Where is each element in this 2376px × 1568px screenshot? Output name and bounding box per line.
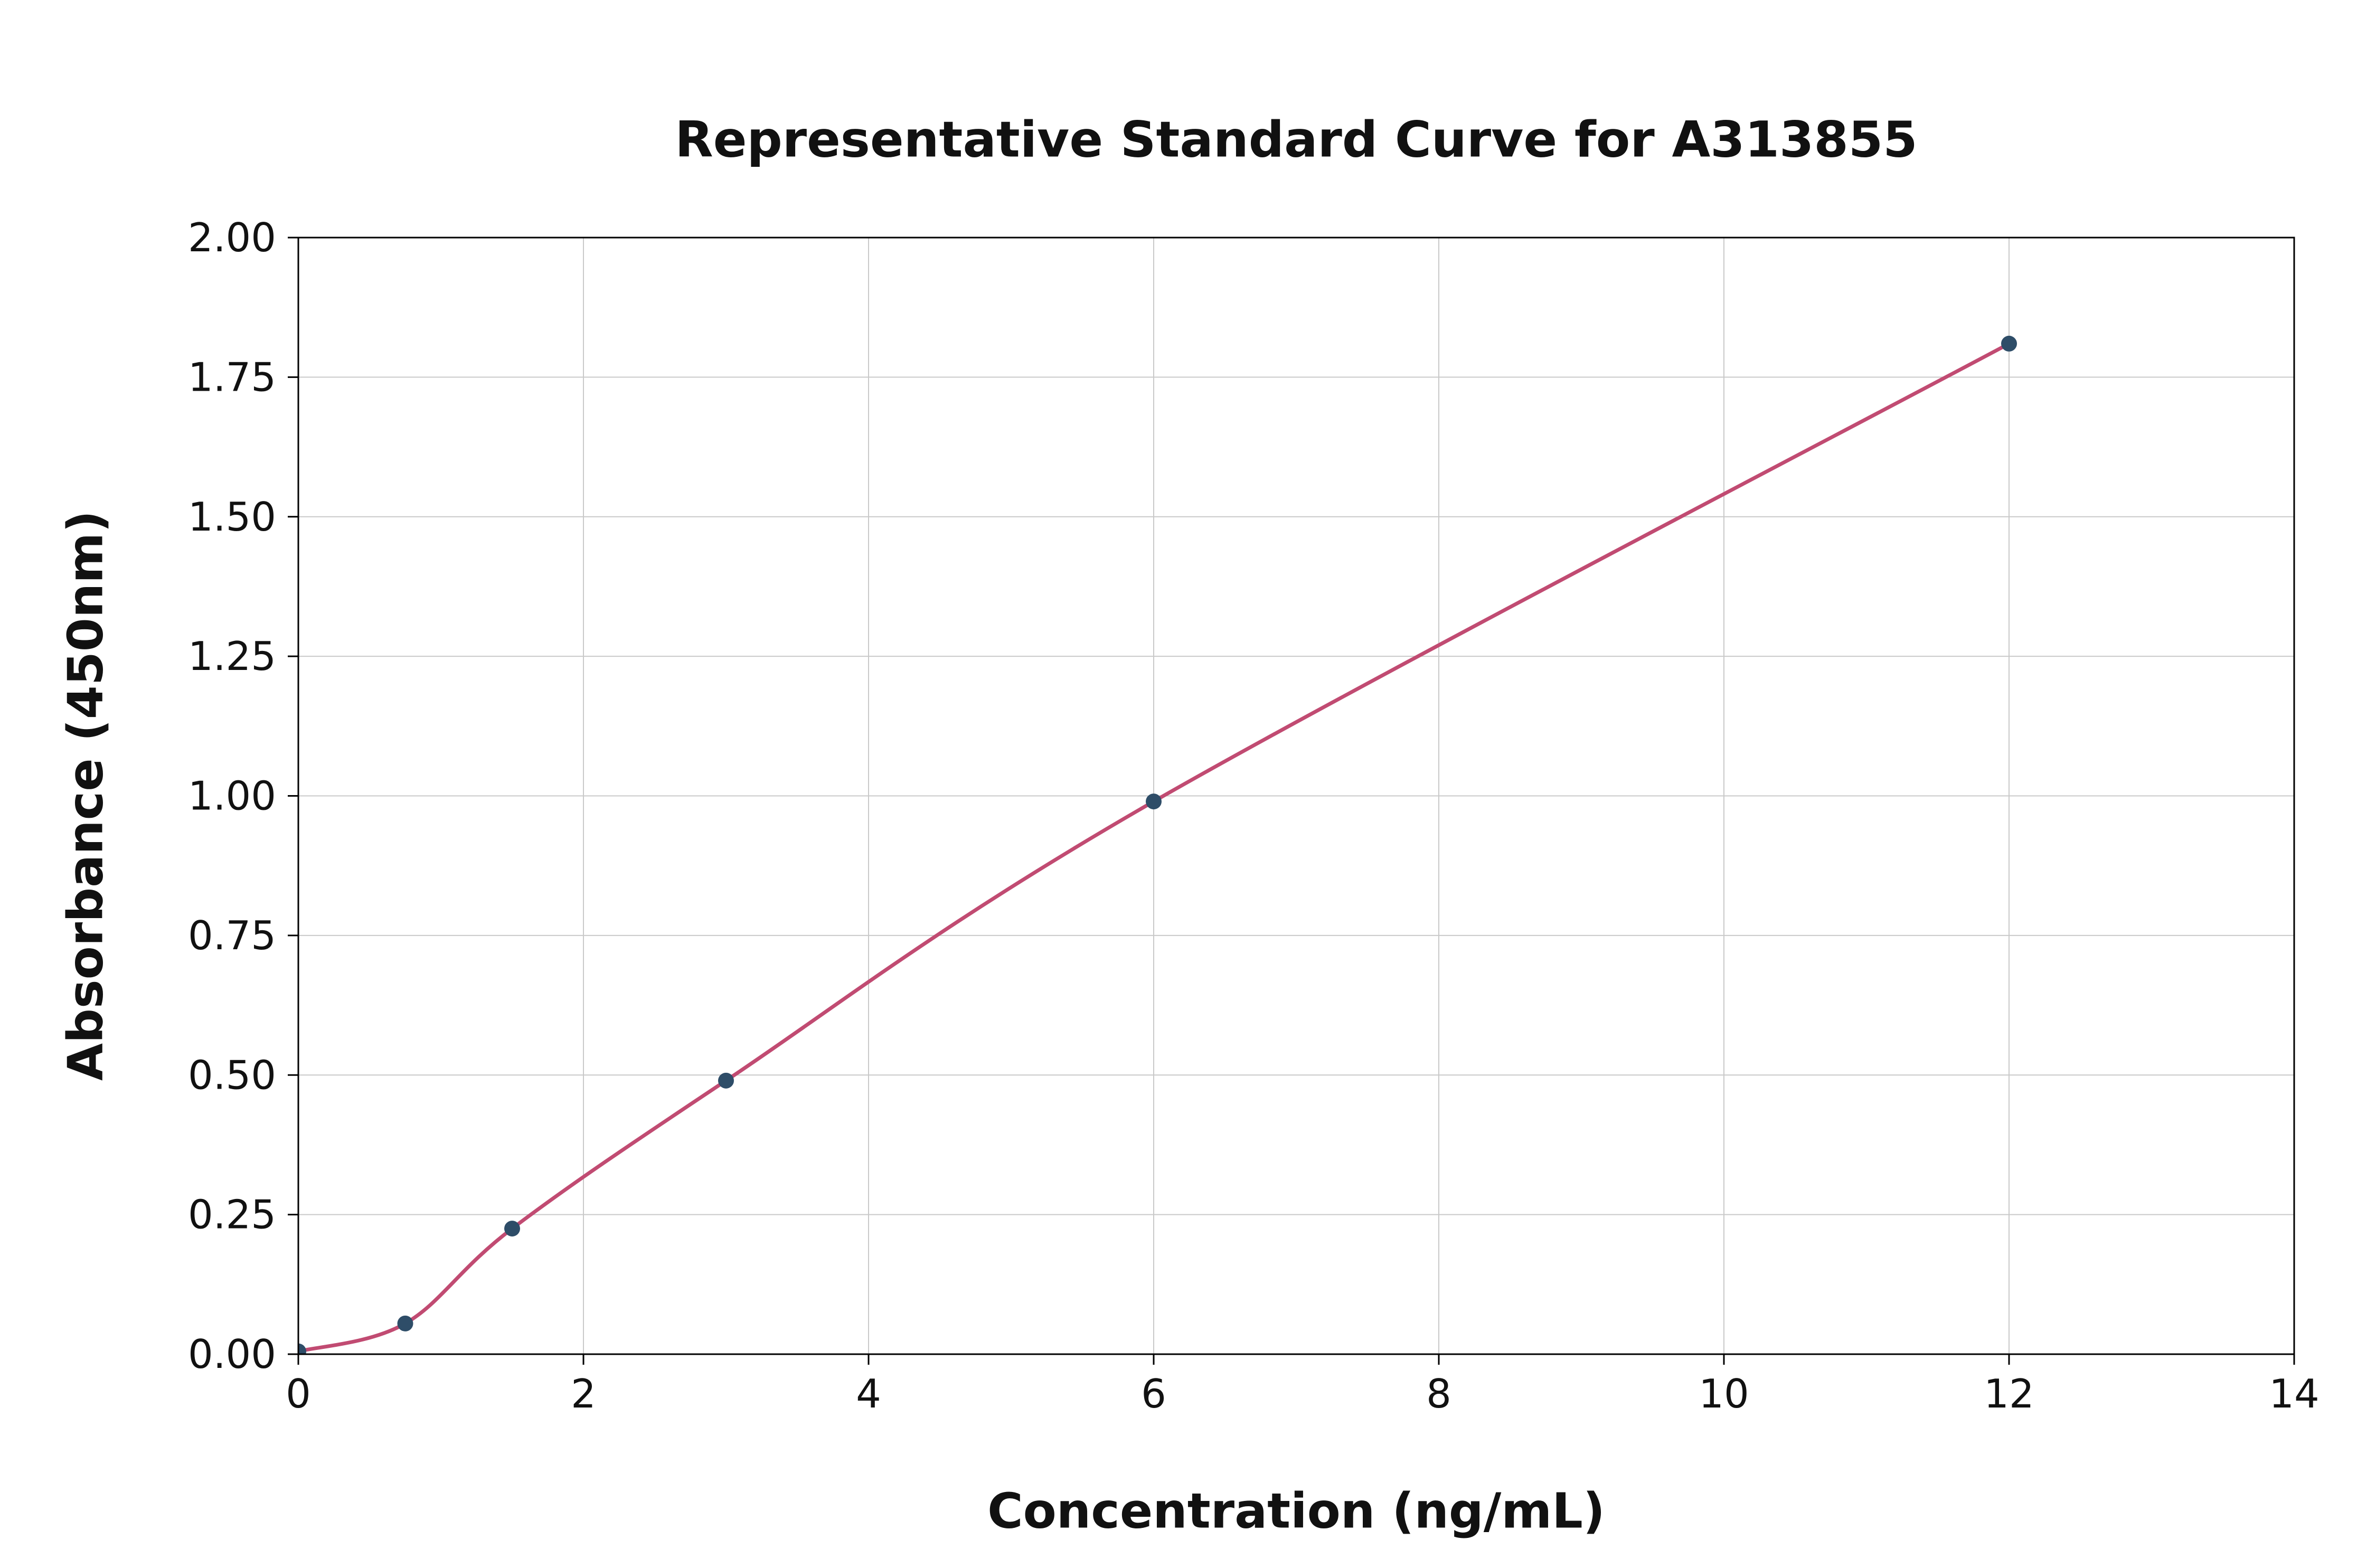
- x-tick-label: 10: [1699, 1371, 1749, 1417]
- data-point: [1146, 794, 1162, 810]
- x-tick-label: 12: [1984, 1371, 2034, 1417]
- x-tick-label: 8: [1426, 1371, 1451, 1417]
- x-tick-label: 6: [1141, 1371, 1166, 1417]
- data-point: [298, 1343, 306, 1354]
- chart-title: Representative Standard Curve for A31385…: [675, 111, 1918, 169]
- data-point: [397, 1315, 413, 1331]
- x-tick-label: 0: [286, 1371, 311, 1417]
- y-tick-label: 0.25: [188, 1192, 276, 1238]
- x-tick-label: 14: [2269, 1371, 2319, 1417]
- x-tick-label: 2: [571, 1371, 596, 1417]
- data-point: [504, 1221, 520, 1237]
- y-tick-label: 0.00: [188, 1331, 276, 1377]
- fit-line: [298, 342, 2011, 1354]
- y-tick-label: 1.25: [188, 633, 276, 679]
- x-axis-label: Concentration (ng/mL): [987, 1482, 1605, 1539]
- data-point: [2001, 335, 2017, 352]
- x-tick-label: 4: [856, 1371, 881, 1417]
- y-tick-label: 1.50: [188, 494, 276, 540]
- y-tick-label: 1.75: [188, 354, 276, 400]
- y-tick-label: 0.75: [188, 912, 276, 959]
- y-tick-label: 2.00: [188, 214, 276, 261]
- y-tick-label: 1.00: [188, 773, 276, 819]
- y-tick-label: 0.50: [188, 1052, 276, 1098]
- data-layer: [298, 335, 2017, 1354]
- data-point: [718, 1072, 734, 1089]
